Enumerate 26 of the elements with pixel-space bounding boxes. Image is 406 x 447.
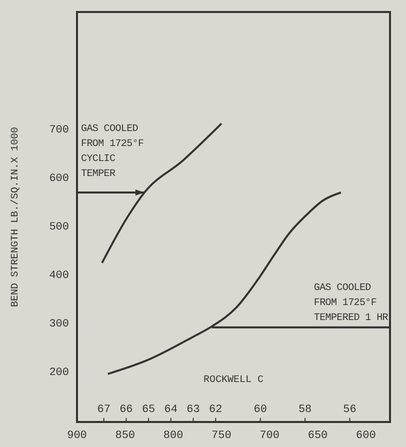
- x-tick-label: 650: [308, 430, 328, 442]
- x-tick-label: 700: [260, 430, 280, 442]
- y-tick-label: 700: [49, 124, 69, 136]
- x2-tick-label: 66: [120, 404, 133, 416]
- y-axis-title: BEND STRENGTH LB./SQ.IN.X 1000: [10, 126, 22, 308]
- y-tick-label: 500: [49, 221, 69, 234]
- x2-tick-label: 67: [97, 404, 110, 416]
- x2-tick-label: 62: [209, 404, 222, 416]
- x2-tick-label: 58: [298, 404, 312, 416]
- x2-tick-label: 63: [186, 404, 200, 416]
- y-tick-label: 600: [49, 172, 69, 185]
- x2-tick-label: 64: [164, 404, 178, 416]
- x2-tick-label: 65: [142, 404, 156, 416]
- annotation: GAS COOLED FROM 1725°F CYCLIC TEMPER: [81, 123, 144, 182]
- x2-tick-label: 60: [254, 404, 267, 416]
- x2-axis-title: ROCKWELL C: [203, 375, 264, 386]
- annotation: GAS COOLED FROM 1725°F TEMPERED 1 HR: [314, 282, 388, 326]
- x-tick-label: 600: [356, 430, 376, 442]
- x-tick-label: 900: [67, 430, 87, 442]
- x-tick-label: 850: [115, 430, 136, 442]
- y-tick-label: 400: [49, 270, 69, 282]
- x2-tick-label: 56: [343, 404, 356, 416]
- y-tick-label: 300: [49, 318, 69, 330]
- y-tick-label: 200: [49, 366, 69, 379]
- x-tick-label: 750: [212, 430, 232, 442]
- x-tick-label: 800: [163, 430, 184, 442]
